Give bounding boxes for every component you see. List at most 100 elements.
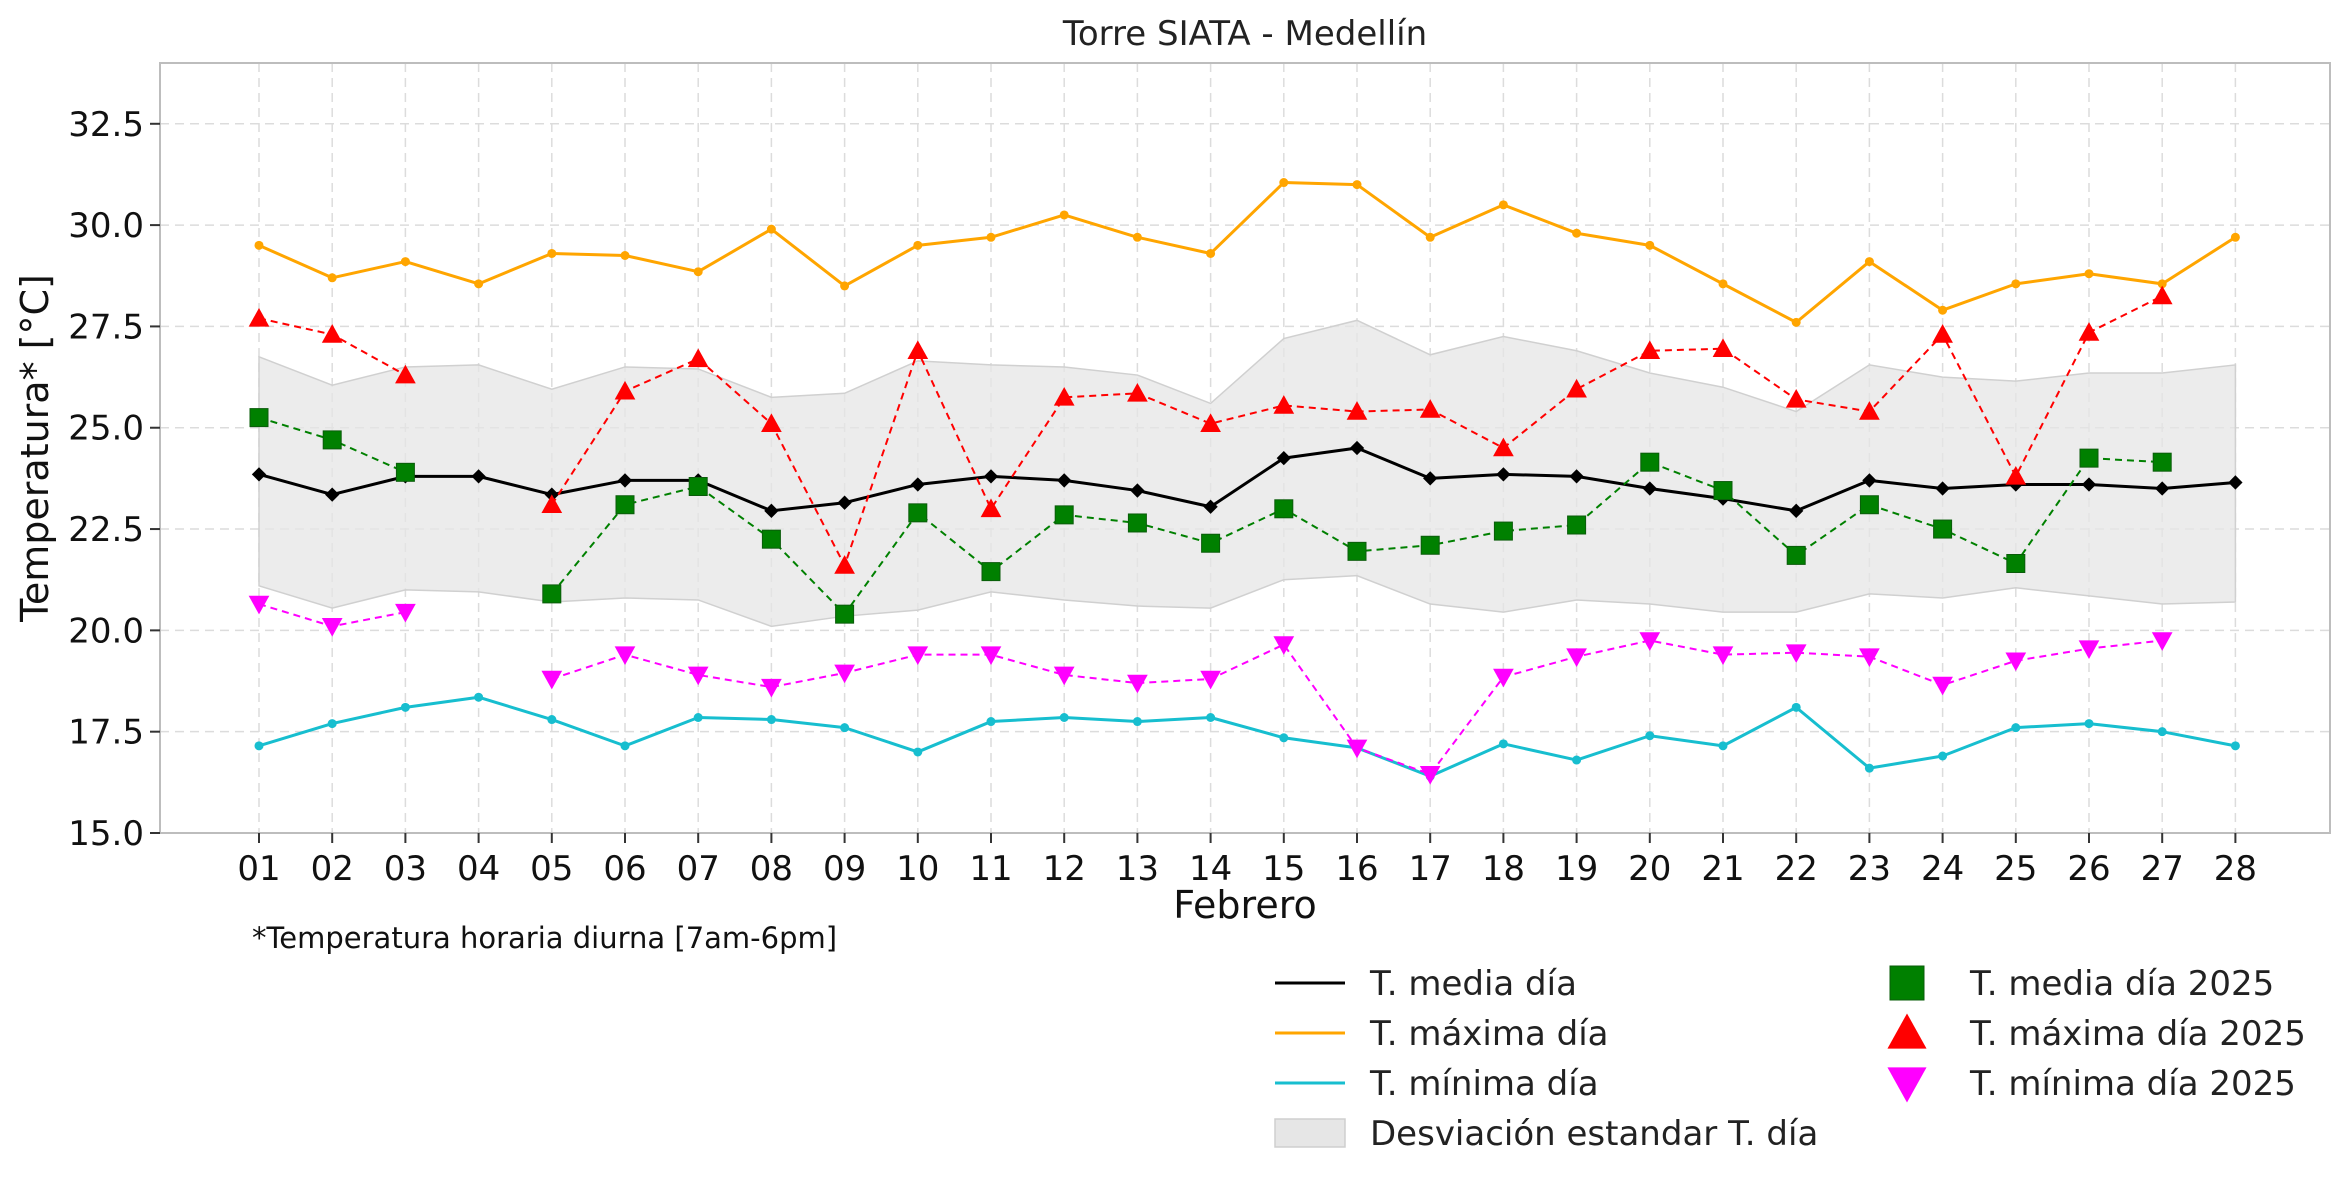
data-point [2079, 448, 2099, 468]
data-point [542, 584, 562, 604]
data-point [981, 562, 1001, 582]
x-axis-label: Febrero [1173, 883, 1316, 927]
data-point [1640, 452, 1660, 472]
data-point [1132, 717, 1142, 727]
data-point [1859, 648, 1880, 668]
data-point [541, 670, 563, 690]
legend-marker-swatch [1887, 1067, 1927, 1103]
data-point [1791, 702, 1801, 712]
data-point [1279, 733, 1289, 743]
x-tick-label: 27 [2141, 849, 2184, 889]
grid-lines [160, 63, 2330, 834]
data-point [1718, 279, 1728, 289]
data-point [2155, 481, 2170, 496]
data-point [913, 747, 923, 757]
data-point [321, 324, 343, 343]
x-tick-label: 15 [1262, 849, 1305, 889]
data-point [983, 469, 999, 484]
data-point [1498, 200, 1508, 210]
data-point [761, 529, 781, 549]
legend-label: T. máxima día [1369, 1014, 1609, 1054]
data-point [2230, 741, 2240, 751]
data-point [1859, 495, 1879, 515]
data-point [1273, 636, 1295, 655]
series-4 [248, 285, 2173, 574]
y-tick-label: 22.5 [68, 510, 144, 550]
data-point [254, 741, 264, 751]
x-tick-label: 07 [677, 849, 720, 889]
legend-label: T. media día 2025 [1969, 964, 2274, 1004]
x-tick-label: 11 [969, 849, 1012, 889]
data-point [1493, 521, 1513, 541]
y-tick-label: 25.0 [68, 409, 144, 449]
plot-frame [159, 62, 2331, 834]
data-point [1132, 232, 1142, 242]
data-point [620, 251, 630, 260]
data-point [322, 430, 342, 450]
data-point [2011, 723, 2021, 733]
x-tick-label: 24 [1921, 849, 1964, 889]
data-point [1789, 503, 1804, 518]
series-5 [248, 595, 2173, 785]
x-tick-label: 13 [1116, 849, 1159, 889]
x-tick-label: 16 [1335, 849, 1378, 889]
x-tick-label: 06 [603, 849, 646, 889]
data-point [2157, 727, 2167, 737]
data-point [986, 232, 996, 242]
data-point [1566, 378, 1587, 398]
data-point [474, 692, 484, 702]
data-point [1785, 389, 1807, 408]
data-point [1933, 519, 1953, 539]
data-point [766, 715, 776, 725]
data-point [249, 408, 269, 428]
data-point [620, 741, 630, 751]
x-tick-label: 02 [311, 849, 354, 889]
data-point [395, 603, 416, 623]
x-tick-label: 08 [750, 849, 793, 889]
data-point [1273, 395, 1295, 414]
data-point [761, 413, 782, 432]
y-tick-label: 20.0 [68, 611, 144, 651]
y-axis-label: Temperatura* [°C] [13, 274, 57, 623]
legend-label: T. media día [1369, 964, 1577, 1004]
series-1 [254, 178, 2240, 327]
data-point [687, 666, 709, 686]
data-point [614, 646, 636, 666]
data-point [2157, 279, 2167, 289]
data-point [1206, 248, 1216, 258]
data-point [1425, 232, 1435, 242]
data-point [325, 487, 340, 502]
data-point [1346, 401, 1368, 420]
data-point [907, 646, 929, 666]
data-point [910, 477, 925, 492]
data-point [617, 473, 633, 488]
data-point [1423, 471, 1438, 486]
data-point [1785, 644, 1807, 664]
legend-label: T. mínima día 2025 [1969, 1064, 2296, 1104]
x-tick-label: 09 [823, 849, 866, 889]
data-point [2151, 285, 2173, 305]
data-point [248, 595, 270, 615]
data-point [321, 618, 343, 637]
data-point [1935, 481, 1950, 496]
x-tick-label: 25 [1994, 849, 2037, 889]
data-point [1201, 533, 1221, 553]
data-point [2005, 466, 2027, 485]
x-tick-label: 18 [1482, 849, 1525, 889]
data-point [614, 380, 636, 400]
data-point [1639, 632, 1661, 651]
data-point [400, 702, 410, 712]
y-tick-label: 30.0 [68, 206, 144, 246]
data-point [1127, 382, 1148, 402]
data-point [2078, 322, 2100, 341]
series-line [258, 446, 2236, 513]
data-point [1419, 765, 1441, 785]
data-point [913, 240, 923, 250]
series-2 [254, 692, 2240, 781]
data-point [1420, 535, 1440, 555]
legend-label: Desviación estandar T. día [1370, 1114, 1818, 1154]
data-point [1642, 481, 1657, 496]
data-point [1566, 648, 1587, 668]
y-tick-label: 17.5 [68, 713, 144, 753]
data-point [1713, 481, 1733, 501]
